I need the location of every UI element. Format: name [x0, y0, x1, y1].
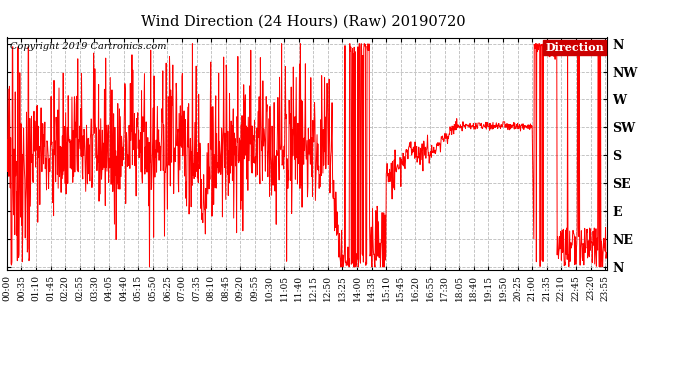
- Text: Copyright 2019 Cartronics.com: Copyright 2019 Cartronics.com: [10, 42, 166, 51]
- Text: Wind Direction (24 Hours) (Raw) 20190720: Wind Direction (24 Hours) (Raw) 20190720: [141, 15, 466, 29]
- Text: Direction: Direction: [546, 42, 604, 53]
